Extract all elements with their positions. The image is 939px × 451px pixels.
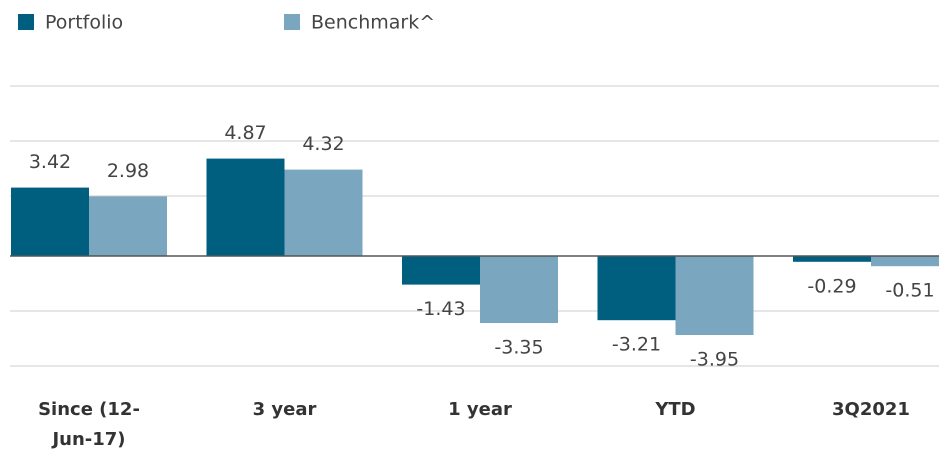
data-label: -0.51 (885, 280, 934, 302)
legend-label: Portfolio (45, 12, 123, 34)
bar (675, 256, 754, 335)
data-label: 4.87 (224, 122, 266, 144)
data-label: -3.95 (690, 349, 739, 371)
bar (793, 256, 871, 262)
data-label: 2.98 (107, 160, 149, 182)
data-label: 4.32 (302, 133, 344, 155)
x-tick-label: Since (12-Jun-17) (38, 399, 140, 450)
x-tick-label: 3Q2021 (832, 399, 910, 420)
bar (480, 256, 558, 323)
legend-label: Benchmark^ (311, 12, 435, 34)
bar (402, 256, 480, 285)
bar (284, 169, 363, 256)
bar (89, 196, 167, 256)
bar (11, 187, 89, 256)
data-label: -3.35 (494, 337, 543, 359)
x-tick-label: YTD (655, 399, 696, 420)
x-tick-label: 1 year (448, 399, 512, 420)
x-tick-label: 3 year (252, 399, 317, 420)
data-label: 3.42 (29, 151, 71, 173)
data-label: -3.21 (612, 334, 661, 356)
legend-swatch (18, 14, 34, 30)
data-label: -1.43 (416, 298, 465, 320)
bar (206, 158, 285, 256)
bar (597, 256, 676, 321)
legend-swatch (284, 14, 300, 30)
bar (871, 256, 939, 267)
data-label: -0.29 (807, 275, 856, 297)
